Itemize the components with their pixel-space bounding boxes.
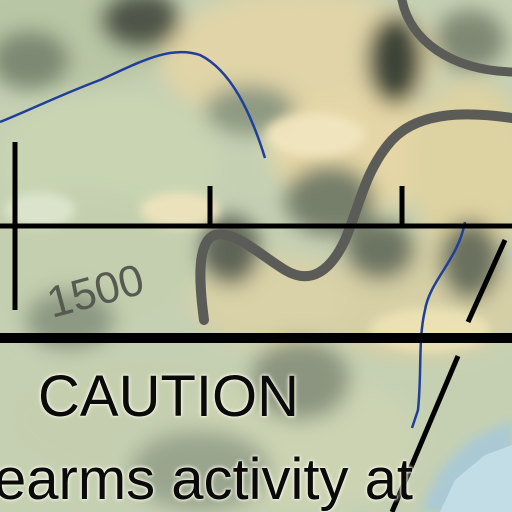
stream-icon (410, 221, 467, 429)
road-icon (195, 109, 512, 325)
stream-icon (0, 50, 267, 159)
range-boundary-icon (0, 142, 512, 512)
road-icon (397, 0, 512, 77)
water-area (440, 445, 512, 512)
caution-title: CAUTION (38, 364, 299, 429)
caution-text: earms activity at (0, 447, 413, 512)
